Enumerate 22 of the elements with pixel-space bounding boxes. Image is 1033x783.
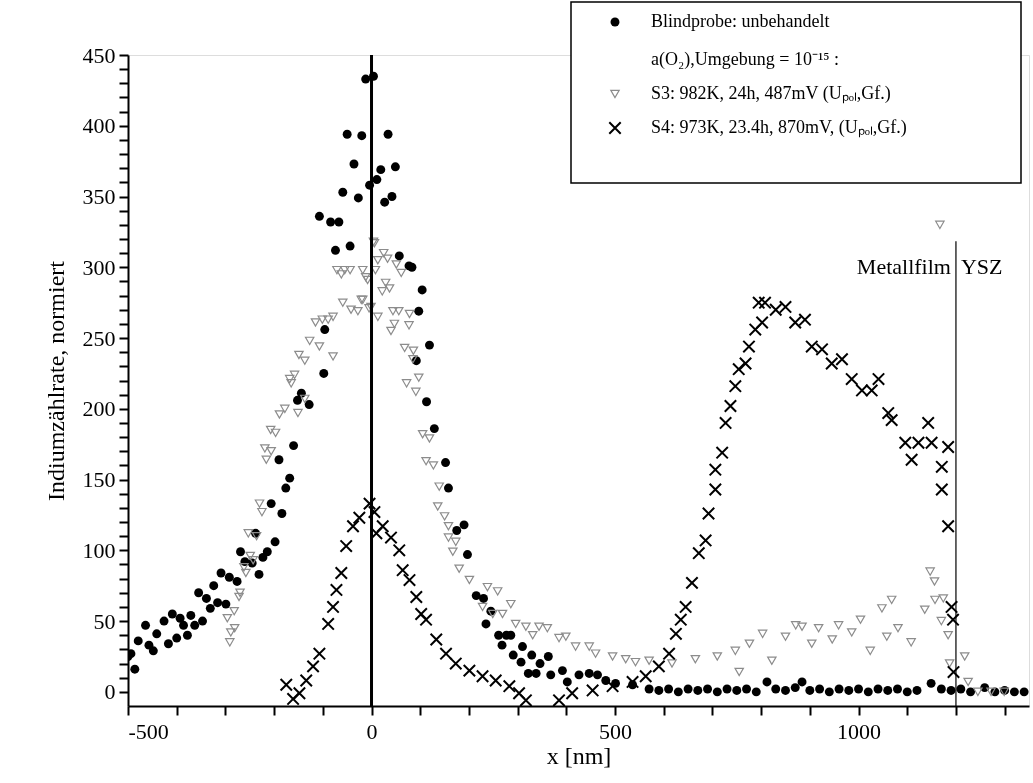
- y-tick-label: 400: [82, 113, 116, 139]
- x-tick-label: 0: [366, 718, 378, 744]
- y-tick-label: 200: [82, 396, 116, 422]
- legend-label: S4: 973K, 23.4h, 870mV, (Uₚₒₗ,Gf.): [651, 117, 907, 138]
- x-tick-label: -500: [128, 718, 169, 744]
- y-tick-label: 50: [93, 608, 116, 634]
- y-tick-label: 350: [82, 184, 116, 210]
- y-axis-title: Indiumzählrate, normiert: [42, 260, 69, 501]
- legend-label: Blindprobe: unbehandelt: [651, 11, 830, 31]
- x-tick-label: 500: [599, 718, 633, 744]
- y-tick-label: 0: [104, 679, 116, 705]
- x-tick-label: 1000: [837, 718, 882, 744]
- y-tick-label: 150: [82, 467, 116, 493]
- annotation: Metallfilm: [856, 254, 951, 280]
- legend-title: a(O₂),Umgebung = 10⁻¹⁵ :: [651, 49, 840, 70]
- y-tick-label: 100: [82, 537, 116, 563]
- y-tick-label: 250: [82, 325, 116, 351]
- legend-label: S3: 982K, 24h, 487mV (Uₚₒₗ,Gf.): [651, 83, 891, 104]
- annotation: YSZ: [960, 254, 1003, 280]
- y-tick-label: 300: [82, 254, 116, 280]
- y-tick-label: 450: [82, 42, 116, 68]
- x-axis-title: x [nm]: [546, 742, 612, 769]
